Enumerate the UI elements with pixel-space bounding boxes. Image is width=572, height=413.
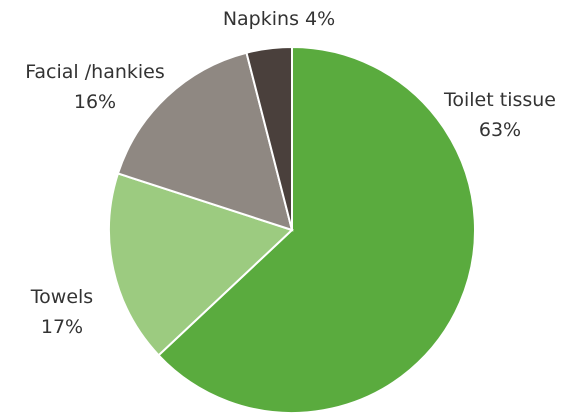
pie-slice-towels [108, 172, 294, 357]
slice-label-towels: Towels [30, 286, 93, 308]
slice-value-towels: 17% [41, 316, 83, 338]
slice-label-napkins: Napkins 4% [223, 8, 335, 30]
slice-value-toilet-tissue: 63% [479, 119, 521, 141]
slice-value-facial-hankies: 16% [74, 91, 116, 113]
slice-label-toilet-tissue: Toilet tissue [443, 89, 556, 111]
pie-slices [108, 45, 476, 413]
pie-slice-facial-hankies [116, 51, 294, 232]
slice-label-facial-hankies: Facial /hankies [25, 61, 165, 83]
pie-slice-toilet-tissue [157, 45, 476, 413]
pie-slice-napkins [245, 45, 293, 231]
